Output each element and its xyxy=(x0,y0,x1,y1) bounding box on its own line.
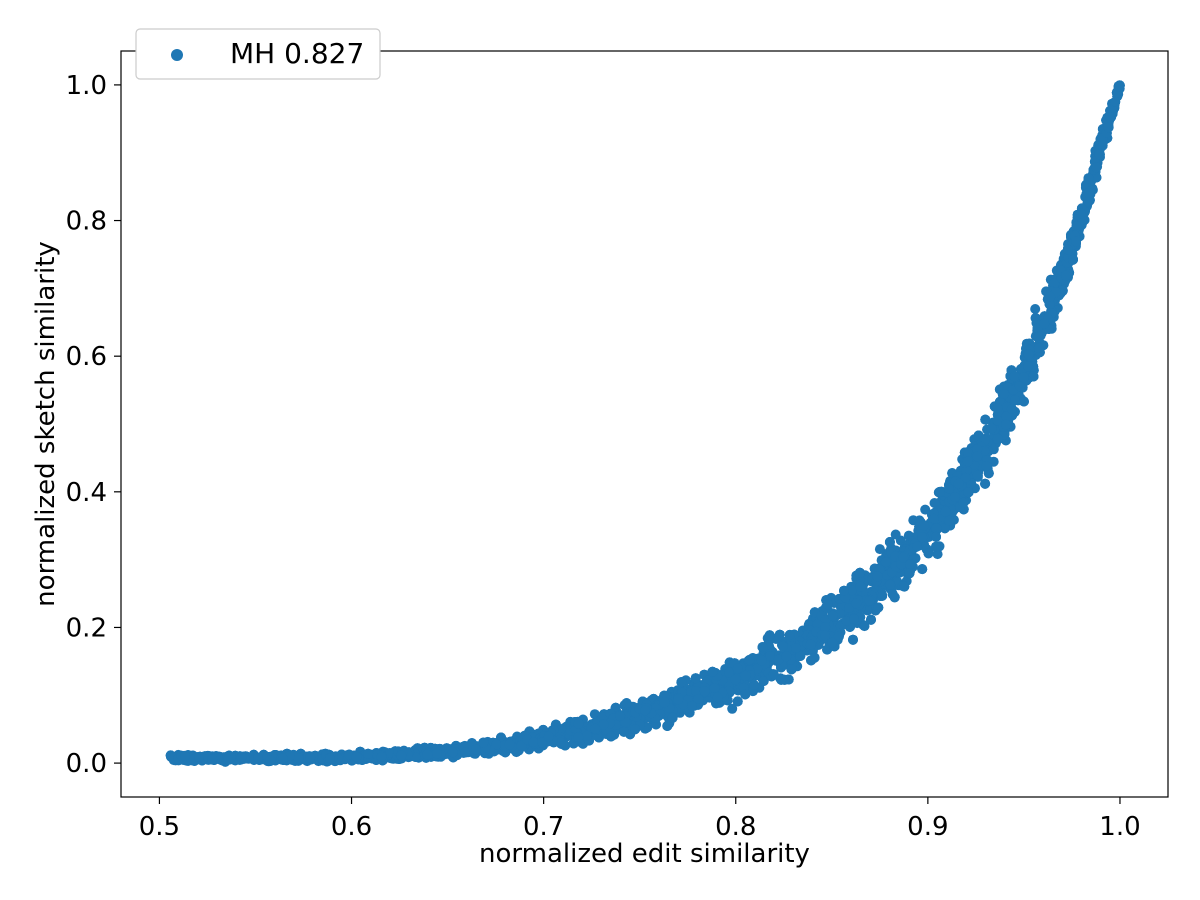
data-point xyxy=(1114,81,1124,92)
data-point xyxy=(1071,221,1082,232)
data-point xyxy=(873,602,884,613)
data-point xyxy=(940,506,951,517)
data-point xyxy=(1018,396,1029,407)
data-point xyxy=(992,433,1003,444)
data-point xyxy=(822,599,833,610)
data-point xyxy=(812,619,823,630)
data-point xyxy=(765,651,775,661)
data-point xyxy=(887,589,898,600)
data-point xyxy=(880,557,891,568)
data-point xyxy=(917,564,928,575)
data-point xyxy=(491,739,502,750)
data-point xyxy=(1091,172,1102,183)
data-point xyxy=(764,630,775,641)
data-point xyxy=(981,460,992,471)
data-point xyxy=(923,548,934,559)
data-point xyxy=(992,415,1003,426)
data-point xyxy=(749,680,760,690)
data-point xyxy=(768,669,779,680)
data-point xyxy=(756,655,767,666)
data-point xyxy=(899,581,910,592)
data-point xyxy=(1009,371,1020,382)
data-point xyxy=(992,403,1003,414)
data-point xyxy=(885,579,896,590)
data-point xyxy=(859,621,870,632)
data-point xyxy=(958,497,969,508)
data-point xyxy=(944,483,954,494)
data-point xyxy=(931,541,941,552)
data-point xyxy=(1049,278,1060,289)
data-point xyxy=(786,664,797,675)
data-point xyxy=(999,389,1010,399)
data-point xyxy=(980,478,991,489)
data-point xyxy=(872,571,883,582)
data-point xyxy=(844,603,854,613)
data-point xyxy=(1033,343,1044,353)
data-point xyxy=(1044,299,1055,310)
data-point xyxy=(1023,349,1034,360)
data-point xyxy=(690,673,701,684)
scatter-points xyxy=(165,80,1125,767)
data-point xyxy=(784,629,795,640)
data-point xyxy=(1033,332,1044,343)
data-point xyxy=(691,686,701,697)
data-point xyxy=(884,537,895,547)
data-point xyxy=(1030,304,1041,314)
data-point xyxy=(165,750,176,761)
data-point xyxy=(1097,140,1108,151)
data-point xyxy=(874,544,885,555)
data-point xyxy=(727,703,738,714)
data-point xyxy=(791,643,802,653)
data-point xyxy=(854,567,865,578)
data-point xyxy=(890,529,901,540)
data-point xyxy=(841,615,852,626)
data-point xyxy=(758,676,769,686)
data-point xyxy=(621,698,632,709)
data-point xyxy=(744,655,755,665)
data-point xyxy=(1010,395,1020,406)
data-point xyxy=(866,614,876,625)
data-point xyxy=(305,752,316,763)
data-point xyxy=(849,614,859,624)
data-point xyxy=(848,634,858,645)
data-point xyxy=(556,737,566,748)
data-point xyxy=(960,472,971,483)
data-point xyxy=(752,663,763,674)
data-point xyxy=(795,651,806,661)
data-point xyxy=(963,448,974,459)
data-point xyxy=(757,642,768,653)
data-point xyxy=(949,492,960,503)
data-point xyxy=(876,588,887,599)
data-point xyxy=(1001,411,1012,422)
data-point xyxy=(929,498,940,508)
data-point xyxy=(1023,361,1034,372)
